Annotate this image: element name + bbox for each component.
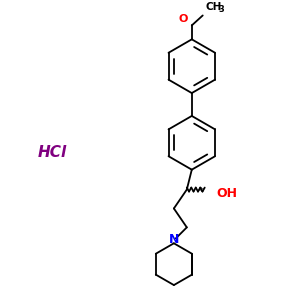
Text: 3: 3: [219, 5, 224, 14]
Text: O: O: [178, 14, 188, 24]
Text: N: N: [169, 233, 179, 246]
Text: CH: CH: [206, 2, 222, 13]
Text: OH: OH: [217, 187, 238, 200]
Text: HCl: HCl: [38, 145, 67, 160]
Text: *: *: [198, 187, 203, 196]
